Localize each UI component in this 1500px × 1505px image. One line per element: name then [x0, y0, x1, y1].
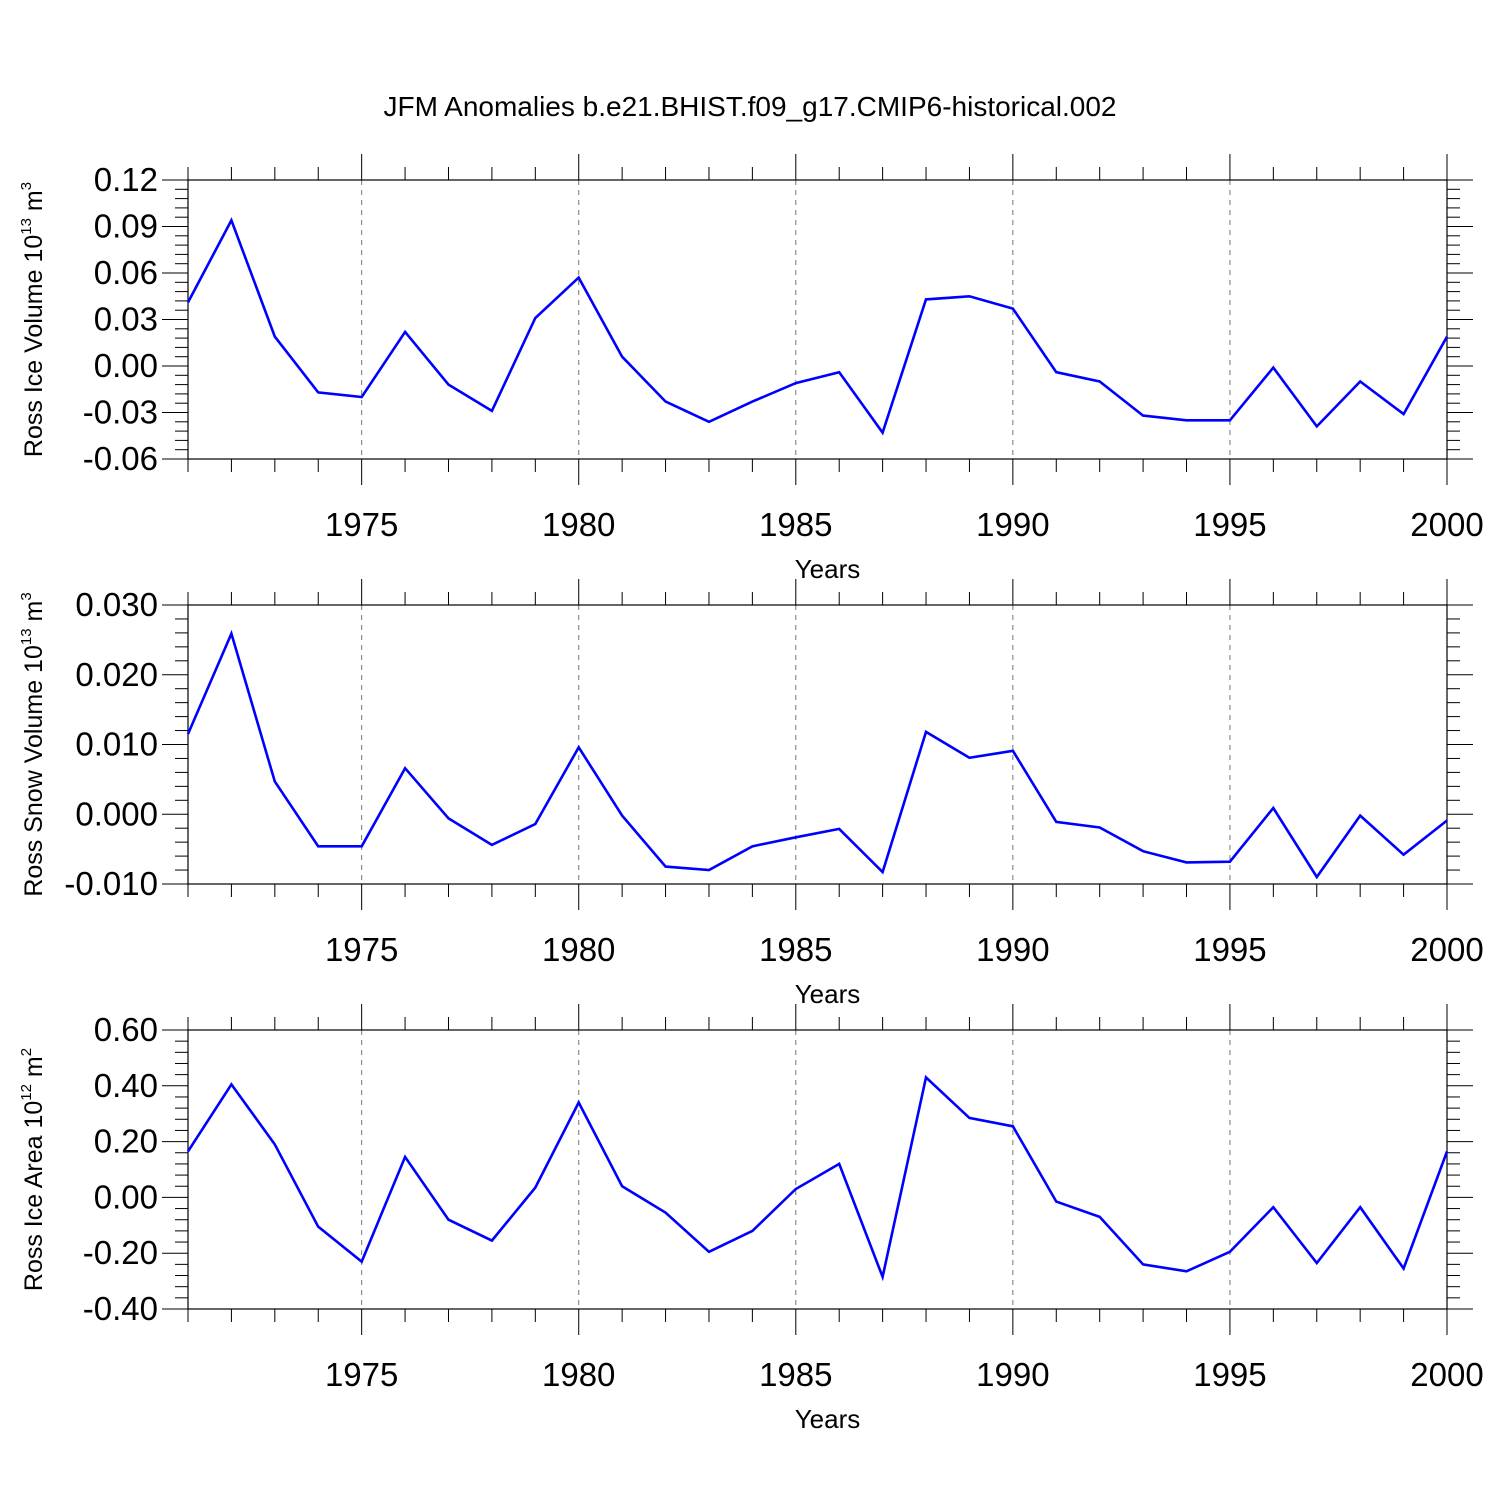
- x-tick-label: 1980: [542, 1356, 615, 1393]
- y-axis-title-unit: m: [20, 190, 48, 218]
- plot-frame: [187, 1029, 1448, 1310]
- y-axis-title-main: Ross Ice Area 10: [20, 1101, 48, 1291]
- y-tick-label: 0.030: [75, 586, 158, 623]
- y-axis-title: Ross Snow Volume 1013 m3: [18, 592, 48, 896]
- plot-frame: [187, 179, 1448, 460]
- y-tick-label: -0.03: [83, 394, 158, 431]
- x-tick-label: 1975: [325, 931, 398, 968]
- y-axis-title: Ross Ice Area 1012 m2: [18, 1048, 48, 1291]
- y-axis-title-main: Ross Snow Volume 10: [20, 645, 48, 897]
- y-tick-label: 0.000: [75, 795, 158, 832]
- panel-3: 0.60 0.40 0.20 0.00 -0.20 -0.40 1975 1980 1985 19…: [18, 1004, 1484, 1434]
- x-tick-label: 1995: [1193, 931, 1266, 968]
- panel-2: 0.030 0.020 0.010 0.000 -0.010 1975 1980 1985 19…: [18, 579, 1484, 1009]
- y-tick-label: 0.09: [94, 208, 158, 245]
- y-axis-title-unit-exponent: 3: [18, 592, 35, 600]
- x-tick-label: 1975: [325, 1356, 398, 1393]
- y-tick-label: 0.020: [75, 656, 158, 693]
- x-tick-label: 1995: [1193, 1356, 1266, 1393]
- chart-title: JFM Anomalies b.e21.BHIST.f09_g17.CMIP6-…: [383, 91, 1116, 122]
- x-tick-label: 1990: [976, 506, 1049, 543]
- series-line: [186, 1074, 1449, 1282]
- y-tick-label: -0.06: [83, 440, 158, 477]
- plot-frame: [187, 604, 1448, 885]
- x-tick-label: 1990: [976, 931, 1049, 968]
- y-tick-label: 0.03: [94, 301, 158, 338]
- y-axis-title-unit: m: [20, 1056, 48, 1084]
- y-tick-label: 0.12: [94, 161, 158, 198]
- y-tick-label: 0.00: [94, 1178, 158, 1215]
- y-axis-title-unit-exponent: 3: [18, 182, 35, 190]
- y-axis-title-exponent: 12: [18, 1084, 35, 1101]
- series-line: [186, 629, 1448, 880]
- y-tick-label: 0.20: [94, 1123, 158, 1160]
- series-line: [186, 217, 1449, 436]
- y-tick-label: -0.20: [83, 1234, 158, 1271]
- x-tick-label: 1980: [542, 506, 615, 543]
- x-tick-label: 1975: [325, 506, 398, 543]
- y-axis-title-exponent: 13: [18, 218, 35, 235]
- y-tick-label: -0.010: [64, 865, 158, 902]
- y-tick-label: 0.010: [75, 726, 158, 763]
- x-tick-label: 1980: [542, 931, 615, 968]
- x-tick-label: 1995: [1193, 506, 1266, 543]
- y-axis-title-main: Ross Ice Volume 10: [20, 235, 48, 457]
- y-tick-label: 0.06: [94, 254, 158, 291]
- x-tick-label: 1990: [976, 1356, 1049, 1393]
- y-axis-title: Ross Ice Volume 1013 m3: [18, 182, 48, 457]
- x-axis-title: Years: [795, 554, 861, 584]
- x-tick-label: 2000: [1410, 1356, 1483, 1393]
- x-axis-title: Years: [795, 1404, 861, 1434]
- y-tick-label: 0.00: [94, 347, 158, 384]
- x-tick-label: 1985: [759, 1356, 832, 1393]
- x-tick-label: 2000: [1410, 931, 1483, 968]
- y-axis-title-exponent: 13: [18, 628, 35, 645]
- y-tick-label: 0.40: [94, 1067, 158, 1104]
- x-tick-label: 1985: [759, 931, 832, 968]
- y-tick-label: -0.40: [83, 1290, 158, 1327]
- panel-1: 0.12 0.09 0.06 0.03 0.00 -0.03 -0.06 1975 1980 19…: [18, 154, 1484, 584]
- x-tick-label: 2000: [1410, 506, 1483, 543]
- y-axis-title-unit-exponent: 2: [18, 1048, 35, 1056]
- x-tick-label: 1985: [759, 506, 832, 543]
- y-axis-title-unit: m: [20, 601, 48, 629]
- y-tick-label: 0.60: [94, 1011, 158, 1048]
- x-axis-title: Years: [795, 979, 861, 1009]
